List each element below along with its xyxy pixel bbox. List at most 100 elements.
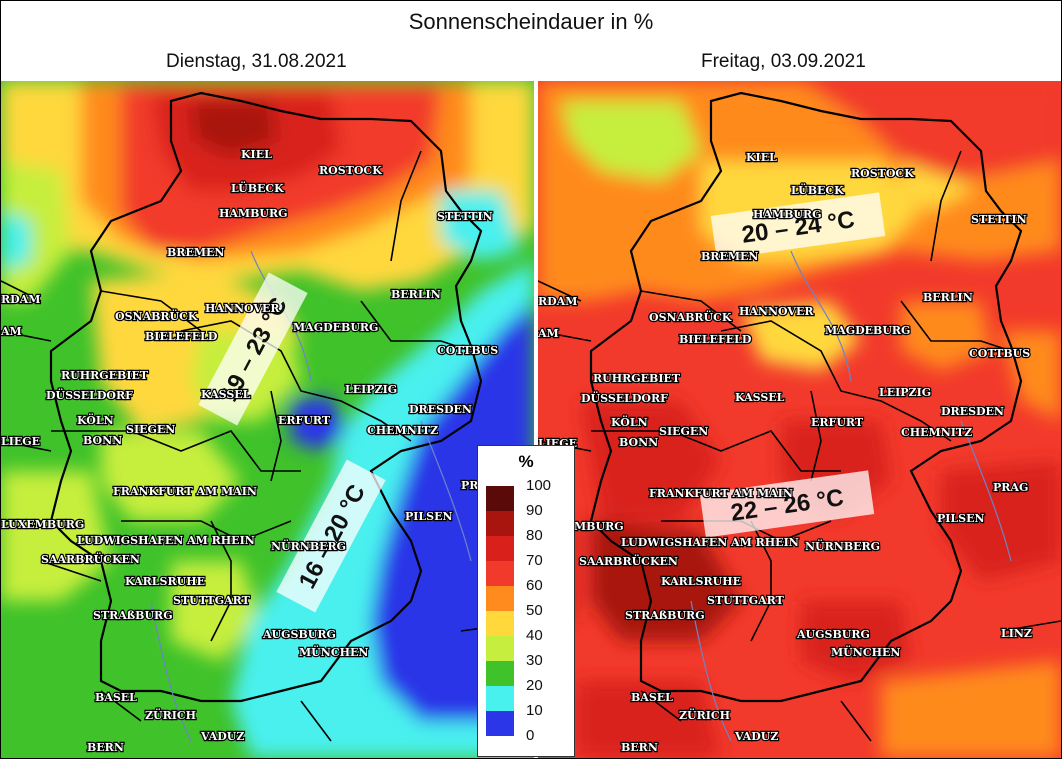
city-label: KASSEL <box>201 388 251 401</box>
legend-swatch <box>486 511 514 536</box>
city-label: BERLIN <box>391 288 441 301</box>
city-label: BIELEFELD <box>145 330 218 343</box>
city-label: BASEL <box>95 691 137 704</box>
legend-label: 60 <box>526 577 543 594</box>
city-label: NÜRNBERG <box>271 539 346 553</box>
city-label: BONN <box>619 436 658 449</box>
figure-title: Sonnenscheindauer in % <box>408 9 654 34</box>
city-label: LUDWIGSHAFEN AM RHEIN <box>77 534 255 547</box>
legend-label: 70 <box>526 552 543 569</box>
city-label: OSNABRÜCK <box>649 310 732 324</box>
city-label: DRESDEN <box>409 403 472 416</box>
neighbor-borders <box>1 280 534 742</box>
legend-label: 80 <box>526 527 543 544</box>
city-label: VADUZ <box>200 730 244 743</box>
city-label: COTTBUS <box>969 347 1030 360</box>
legend-label: 20 <box>526 677 543 694</box>
city-label: PRAG <box>993 481 1028 494</box>
city-label: MÜNCHEN <box>831 645 900 659</box>
right-map-svg: 20 – 24 °C 22 – 26 °C KIEL ROSTOCK LÜBEC… <box>538 81 1061 758</box>
right-map: 20 – 24 °C 22 – 26 °C KIEL ROSTOCK LÜBEC… <box>538 81 1061 758</box>
city-label: DÜSSELDORF <box>581 391 668 405</box>
legend-label: 0 <box>526 727 535 744</box>
right-panel-date: Freitag, 03.09.2021 <box>701 51 866 72</box>
legend-label: 40 <box>526 627 543 644</box>
rivers-right <box>690 250 1012 742</box>
city-label: COTTBUS <box>437 344 498 357</box>
city-label: RUHRGEBIET <box>593 372 681 385</box>
city-label: STRAßBURG <box>93 609 173 622</box>
city-label: AM <box>538 327 559 340</box>
city-label: CHEMNITZ <box>367 424 438 437</box>
city-label: RDAM <box>538 295 577 308</box>
city-label: DRESDEN <box>941 405 1004 418</box>
city-label: ERFURT <box>811 416 864 429</box>
city-label: ROSTOCK <box>851 167 914 180</box>
legend-swatch <box>486 486 514 511</box>
city-label: KARLSRUHE <box>661 575 741 588</box>
city-label: RUHRGEBIET <box>61 369 149 382</box>
city-label: KASSEL <box>735 391 785 404</box>
city-label: ERFURT <box>278 414 331 427</box>
panel-divider <box>534 81 538 758</box>
city-label: PILSEN <box>937 512 985 525</box>
legend-swatch <box>486 711 514 736</box>
city-label: MAGDEBURG <box>293 321 378 334</box>
city-label: HAMBURG <box>219 207 288 220</box>
sunshine-field <box>1 81 534 758</box>
city-label: FRANKFURT AM MAIN <box>649 487 793 500</box>
city-label: AUGSBURG <box>796 628 870 641</box>
temp-label-right-1: 20 – 24 °C <box>710 192 886 260</box>
city-label: LUXEMBURG <box>1 518 84 531</box>
city-label: BONN <box>83 434 122 447</box>
city-labels-right: KIEL ROSTOCK LÜBECK HAMBURG STETTIN BREM… <box>538 150 1033 755</box>
city-label: ZÜRICH <box>145 708 196 722</box>
legend-swatch <box>486 661 514 686</box>
state-borders <box>51 150 472 642</box>
left-map-svg: 19 – 23 °C 16 – 20 °C KIEL ROSTOCK LÜBEC… <box>1 81 534 758</box>
city-label: LEIPZIG <box>345 383 397 396</box>
city-label: STETTIN <box>971 213 1027 226</box>
city-label: PILSEN <box>405 510 453 523</box>
city-label: RDAM <box>1 293 40 306</box>
legend-swatch <box>486 561 514 586</box>
city-label: MBURG <box>574 520 624 533</box>
city-label: OSNABRÜCK <box>115 309 198 323</box>
city-label: LÜBECK <box>791 183 844 197</box>
city-label: KIEL <box>746 151 777 164</box>
city-label: STRAßBURG <box>625 609 705 622</box>
city-label: STUTTGART <box>173 594 251 607</box>
city-labels-left: KIEL ROSTOCK LÜBECK HAMBURG BREMEN STETT… <box>1 147 499 755</box>
city-label: BIELEFELD <box>679 333 752 346</box>
legend-swatch <box>486 586 514 611</box>
city-label: BERN <box>621 741 658 754</box>
city-label: SAARBRÜCKEN <box>41 552 140 566</box>
city-label: ROSTOCK <box>319 164 382 177</box>
germany-border <box>49 91 483 703</box>
city-label: AUGSBURG <box>262 628 336 641</box>
legend-label: 10 <box>526 702 543 719</box>
city-label: LUDWIGSHAFEN AM RHEIN <box>621 536 799 549</box>
city-label: KÖLN <box>77 413 114 427</box>
left-panel-date: Dienstag, 31.08.2021 <box>166 51 347 72</box>
city-label: HANNOVER <box>205 302 280 315</box>
legend-label: 30 <box>526 652 543 669</box>
city-label: BERLIN <box>923 291 973 304</box>
temp-label-right-2: 22 – 26 °C <box>699 470 875 538</box>
legend-label: 100 <box>526 477 552 494</box>
city-label: LEIPZIG <box>879 386 931 399</box>
legend-label: 90 <box>526 502 543 519</box>
city-label: SIEGEN <box>126 423 175 436</box>
legend-title: % <box>518 452 534 471</box>
city-label: FRANKFURT AM MAIN <box>113 485 257 498</box>
left-map: 19 – 23 °C 16 – 20 °C KIEL ROSTOCK LÜBEC… <box>1 81 534 758</box>
city-label: MÜNCHEN <box>299 645 368 659</box>
city-label: BERN <box>87 741 124 754</box>
color-legend: % 100 90 80 70 60 50 40 30 20 10 0 <box>477 445 575 757</box>
legend-swatch <box>486 686 514 711</box>
city-label: ZÜRICH <box>679 708 730 722</box>
legend-swatch <box>486 611 514 636</box>
city-label: LÜBECK <box>231 181 284 195</box>
city-label: BREMEN <box>701 250 758 263</box>
